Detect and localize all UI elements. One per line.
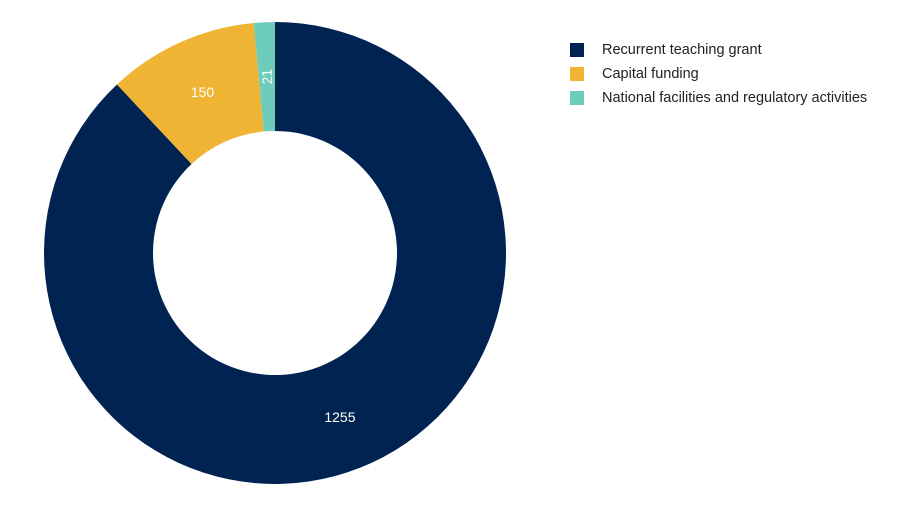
legend-label-national-facilities: National facilities and regulatory activ… xyxy=(602,90,868,106)
slice-recurrent-teaching-grant[interactable] xyxy=(43,22,506,484)
legend-swatch-recurrent-teaching-grant xyxy=(570,43,584,57)
slices-group xyxy=(43,22,506,484)
legend-swatch-capital-funding xyxy=(570,67,584,81)
legend-item-capital-funding[interactable]: Capital funding xyxy=(570,62,867,86)
legend-label-recurrent-teaching-grant: Recurrent teaching grant xyxy=(602,42,762,58)
slice-national-facilities-and-regulatory-activities[interactable] xyxy=(253,22,275,132)
legend-swatch-national-facilities xyxy=(570,91,584,105)
data-label-recurrent-teaching-grant: 1255 xyxy=(324,409,355,425)
legend-item-recurrent-teaching-grant[interactable]: Recurrent teaching grant xyxy=(570,38,867,62)
data-label-national-facilities-and-regulatory-activities: 21 xyxy=(258,68,275,85)
legend: Recurrent teaching grant Capital funding… xyxy=(570,38,867,110)
data-label-capital-funding: 150 xyxy=(191,84,215,100)
data-labels-group: 1255 150 21 xyxy=(191,68,356,425)
legend-label-capital-funding: Capital funding xyxy=(602,66,699,82)
legend-item-national-facilities[interactable]: National facilities and regulatory activ… xyxy=(570,86,867,110)
slice-capital-funding[interactable] xyxy=(116,22,264,165)
